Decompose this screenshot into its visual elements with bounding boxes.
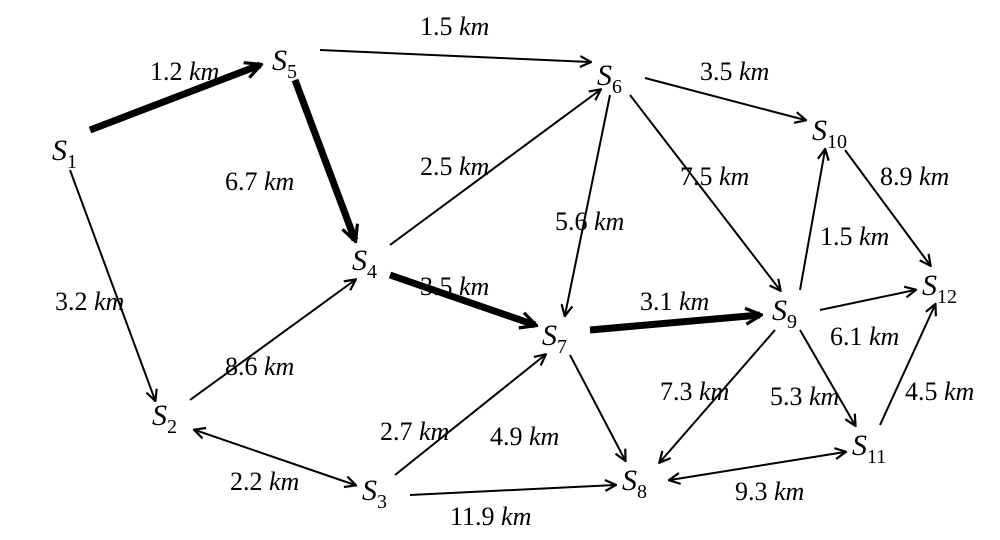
- edge-label-S6-S7: 5.6 km: [555, 207, 624, 236]
- node-S7: S7: [542, 319, 567, 358]
- edge-S9-S10: [800, 150, 825, 290]
- edge-label-S5-S6: 1.5 km: [420, 12, 489, 41]
- node-S4: S4: [352, 244, 377, 283]
- edge-label-S2-S4: 8.6 km: [225, 352, 294, 381]
- node-S5: S5: [272, 44, 297, 83]
- node-S1: S1: [52, 134, 77, 173]
- node-S11: S11: [852, 429, 886, 468]
- edge-label-S11-S8: 9.3 km: [735, 477, 804, 506]
- edge-S5-S4: [295, 80, 355, 240]
- edge-S1-S2: [70, 170, 155, 400]
- node-S10: S10: [812, 114, 847, 153]
- node-S9: S9: [772, 294, 797, 333]
- edge-label-S11-S12: 4.5 km: [905, 377, 974, 406]
- edges-group: 1.2 km 3.2 km 1.5 km 6.7 km 2.5 km 3.5 km 8.6 …: [55, 12, 974, 531]
- edge-label-S9-S12: 6.1 km: [830, 322, 899, 351]
- edge-label-S2-S3: 2.2 km: [230, 467, 299, 496]
- node-S2: S2: [152, 399, 177, 438]
- node-S12: S12: [922, 269, 957, 308]
- edge-S7-S9: [590, 315, 760, 330]
- node-S3: S3: [362, 474, 387, 513]
- edge-label-S7-S8: 4.9 km: [490, 422, 559, 451]
- edge-label-S10-S12: 8.9 km: [880, 162, 949, 191]
- edge-label-S4-S6: 2.5 km: [420, 152, 489, 181]
- edge-label-S9-S10: 1.5 km: [820, 222, 889, 251]
- edge-label-S9-S8: 7.3 km: [660, 377, 729, 406]
- edge-S7-S8: [570, 355, 625, 460]
- edge-label-S1-S2: 3.2 km: [55, 287, 124, 316]
- edge-label-S5-S4: 6.7 km: [225, 167, 294, 196]
- node-S6: S6: [597, 59, 622, 98]
- edge-S11-S8: [670, 452, 845, 480]
- edge-S6-S7: [565, 95, 610, 315]
- edge-label-S9-S11: 5.3 km: [770, 382, 839, 411]
- node-S8: S8: [622, 464, 647, 503]
- network-graph: 1.2 km 3.2 km 1.5 km 6.7 km 2.5 km 3.5 km 8.6 …: [0, 0, 1000, 540]
- edge-label-S3-S7: 2.7 km: [380, 417, 449, 446]
- edge-S3-S7: [395, 355, 545, 475]
- edge-label-S6-S9: 7.5 km: [680, 162, 749, 191]
- edge-S3-S8: [410, 485, 615, 495]
- edge-label-S4-S7: 3.5 km: [420, 272, 489, 301]
- edge-S6-S9: [630, 95, 780, 290]
- edge-label-S1-S5: 1.2 km: [150, 57, 219, 86]
- edge-S2-S4: [190, 280, 355, 400]
- edge-S9-S12: [820, 290, 915, 310]
- edge-S5-S6: [320, 50, 590, 62]
- edge-label-S7-S9: 3.1 km: [640, 287, 709, 316]
- edge-label-S6-S10: 3.5 km: [700, 57, 769, 86]
- edge-label-S3-S8: 11.9 km: [450, 502, 531, 531]
